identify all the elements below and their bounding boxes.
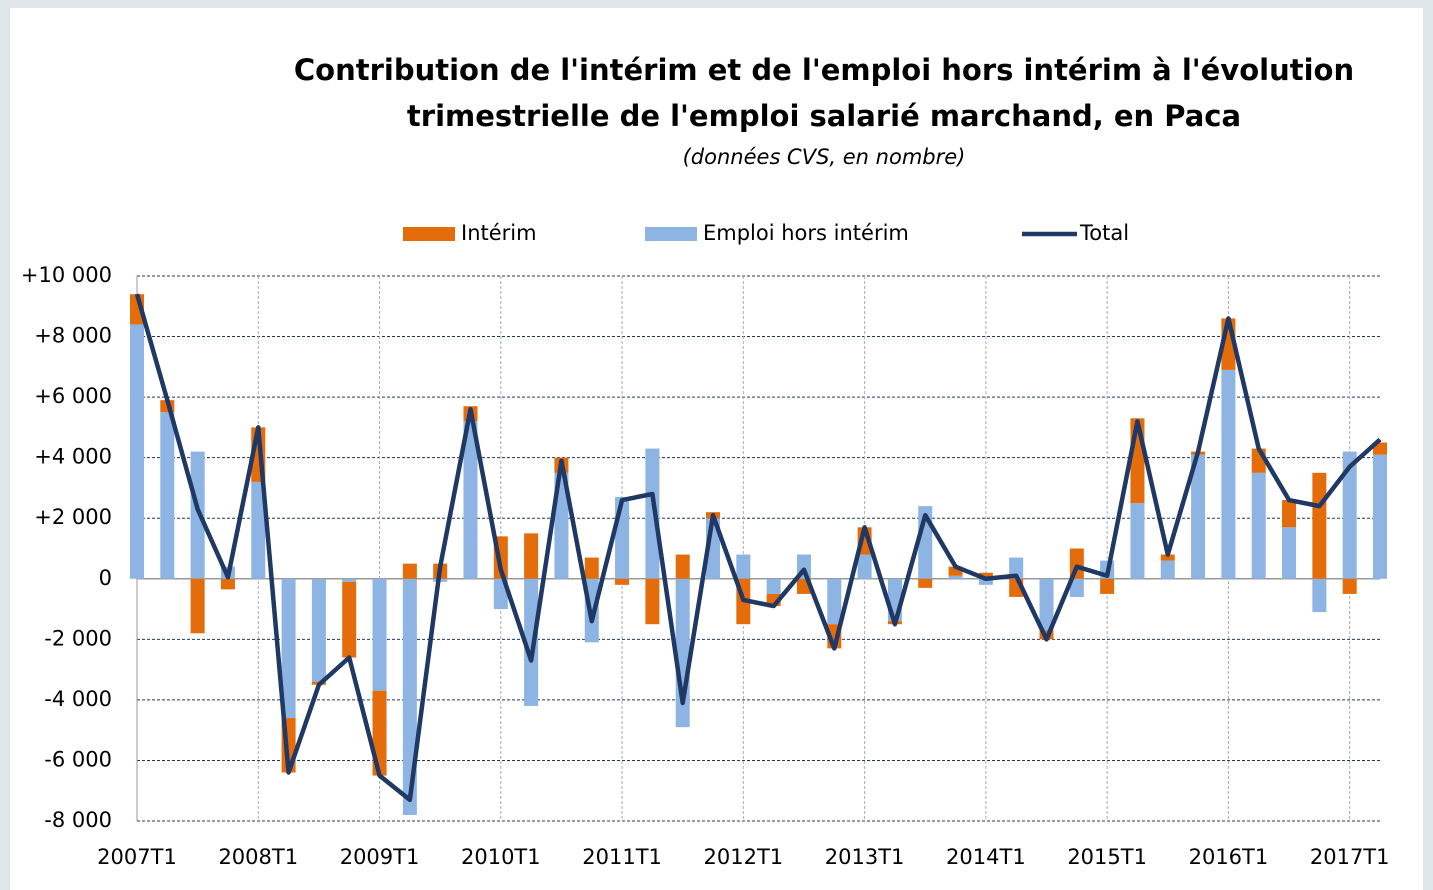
y-tick-label: -4 000 (44, 687, 112, 711)
x-tick-label: 2009T1 (340, 845, 420, 869)
chart-subtitle: (données CVS, en nombre) (683, 145, 966, 169)
bar (1251, 472, 1266, 579)
bar (1160, 560, 1175, 579)
bar (1039, 578, 1054, 631)
bar (615, 578, 630, 585)
x-tick-label: 2008T1 (218, 845, 298, 869)
bar (1373, 454, 1387, 579)
y-tick-label: +10 000 (21, 263, 112, 287)
bar (918, 578, 933, 588)
y-tick-label: +4 000 (34, 445, 112, 469)
x-tick-label: 2010T1 (461, 845, 541, 869)
bar (554, 472, 569, 579)
bar (978, 572, 993, 579)
bar (342, 581, 357, 658)
bar (1282, 500, 1297, 528)
x-tick-label: 2011T1 (582, 845, 662, 869)
bar (1069, 578, 1084, 597)
bar (978, 578, 993, 585)
chart-background (10, 8, 1423, 890)
legend-swatch (403, 227, 455, 241)
bar (857, 554, 872, 579)
bar (160, 412, 175, 579)
y-tick-label: -2 000 (44, 626, 112, 650)
bar (827, 578, 842, 625)
chart-title: trimestrielle de l'emploi salarié marcha… (407, 99, 1241, 133)
bar (1342, 451, 1357, 579)
bar (220, 578, 235, 590)
bar (1342, 578, 1357, 594)
bar (463, 421, 478, 579)
bar (130, 324, 144, 579)
bar (190, 578, 205, 634)
legend-label: Intérim (461, 221, 537, 245)
legend-swatch (645, 227, 697, 241)
bar (1100, 578, 1115, 594)
bar (1312, 578, 1327, 613)
x-tick-label: 2017T1 (1310, 845, 1390, 869)
y-tick-label: +8 000 (34, 324, 112, 348)
y-tick-label: 0 (99, 566, 112, 590)
bar (1191, 454, 1206, 579)
x-tick-label: 2007T1 (97, 845, 177, 869)
bar (524, 533, 539, 579)
bar (948, 566, 963, 576)
y-tick-label: +2 000 (34, 505, 112, 529)
y-tick-label: -6 000 (44, 747, 112, 771)
bar (1130, 503, 1145, 579)
legend-label: Total (1079, 221, 1129, 245)
bar (251, 481, 266, 579)
bar (1312, 472, 1327, 579)
legend-label: Emploi hors intérim (703, 221, 909, 245)
x-tick-label: 2012T1 (704, 845, 784, 869)
chart-title: Contribution de l'intérim et de l'emploi… (294, 53, 1354, 87)
bar (766, 578, 781, 594)
bar (1160, 554, 1175, 561)
bar (342, 578, 357, 582)
x-tick-label: 2015T1 (1067, 845, 1147, 869)
bar (736, 554, 751, 579)
bar (584, 557, 599, 579)
bar (1221, 369, 1236, 579)
x-tick-label: 2013T1 (825, 845, 905, 869)
bar (1282, 527, 1297, 579)
bar (645, 448, 660, 579)
bar (311, 578, 326, 682)
y-tick-label: +6 000 (34, 384, 112, 408)
bar (524, 578, 539, 706)
x-tick-label: 2014T1 (946, 845, 1026, 869)
bar (645, 578, 660, 625)
bar (675, 554, 690, 579)
bar (372, 578, 387, 691)
bar (281, 578, 296, 719)
y-tick-label: -8 000 (44, 808, 112, 832)
line (134, 293, 1382, 803)
x-tick-label: 2016T1 (1189, 845, 1269, 869)
bar (948, 575, 963, 579)
bar (190, 451, 205, 579)
bar (402, 563, 417, 579)
bar (1009, 557, 1024, 579)
